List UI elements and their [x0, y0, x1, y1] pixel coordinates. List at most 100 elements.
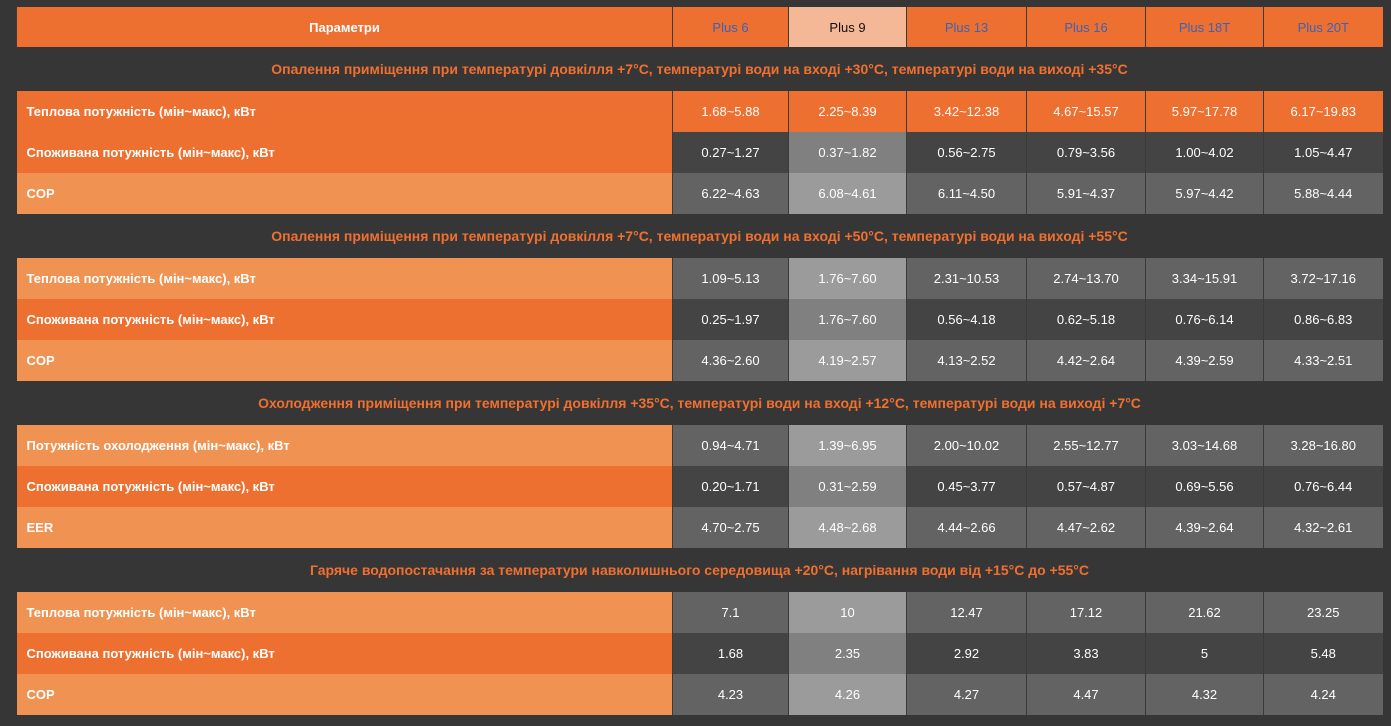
row-label: COP [16, 340, 673, 381]
value-cell: 10 [788, 592, 907, 633]
row-label: COP [16, 674, 673, 715]
row-label: COP [16, 173, 673, 214]
table-row: Теплова потужність (мін~макс), кВт 1.09~5… [16, 258, 1383, 299]
value-cell: 6.11~4.50 [906, 173, 1027, 214]
section-title: Опалення приміщення при температурі довк… [16, 47, 1383, 91]
header-model-plus-18t[interactable]: Plus 18T [1145, 7, 1264, 47]
value-cell: 4.33~2.51 [1263, 340, 1383, 381]
value-cell: 6.08~4.61 [788, 173, 907, 214]
value-cell: 2.31~10.53 [906, 258, 1027, 299]
row-label: Потужність охолодження (мін~макс), кВт [16, 425, 673, 466]
value-cell: 0.45~3.77 [906, 466, 1027, 507]
value-cell: 4.39~2.64 [1145, 507, 1264, 548]
section-header: Опалення приміщення при температурі довк… [16, 214, 1383, 258]
value-cell: 1.76~7.60 [788, 258, 907, 299]
row-label: Споживана потужність (мін~макс), кВт [16, 466, 673, 507]
value-cell: 0.27~1.27 [672, 132, 789, 173]
value-cell: 4.23 [672, 674, 789, 715]
section-title: Охолодження приміщення при температурі д… [16, 381, 1383, 425]
value-cell: 21.62 [1145, 592, 1264, 633]
table-row: Теплова потужність (мін~макс), кВт 1.68~5… [16, 91, 1383, 132]
table-row: Споживана потужність (мін~макс), кВт 0.20… [16, 466, 1383, 507]
header-model-plus-6[interactable]: Plus 6 [672, 7, 789, 47]
value-cell: 0.37~1.82 [788, 132, 907, 173]
row-label: Споживана потужність (мін~макс), кВт [16, 132, 673, 173]
row-label: Споживана потужність (мін~макс), кВт [16, 299, 673, 340]
value-cell: 0.25~1.97 [672, 299, 789, 340]
value-cell: 0.62~5.18 [1026, 299, 1146, 340]
value-cell: 5.91~4.37 [1026, 173, 1146, 214]
value-cell: 3.83 [1026, 633, 1146, 674]
table-row: EER 4.70~2.75 4.48~2.68 4.44~2.66 4.47~2.62 4… [16, 507, 1383, 548]
value-cell: 4.44~2.66 [906, 507, 1027, 548]
row-label: Теплова потужність (мін~макс), кВт [16, 91, 673, 132]
value-cell: 0.79~3.56 [1026, 132, 1146, 173]
section-header: Опалення приміщення при температурі довк… [16, 47, 1383, 91]
value-cell: 1.09~5.13 [672, 258, 789, 299]
value-cell: 5.97~17.78 [1145, 91, 1264, 132]
value-cell: 4.27 [906, 674, 1027, 715]
row-label: Споживана потужність (мін~макс), кВт [16, 633, 673, 674]
value-cell: 4.42~2.64 [1026, 340, 1146, 381]
table-row: Споживана потужність (мін~макс), кВт 0.25… [16, 299, 1383, 340]
header-model-plus-16[interactable]: Plus 16 [1026, 7, 1146, 47]
value-cell: 2.55~12.77 [1026, 425, 1146, 466]
table-row: COP 4.36~2.60 4.19~2.57 4.13~2.52 4.42~2.64 4… [16, 340, 1383, 381]
section-header: Гаряче водопостачання за температури нав… [16, 548, 1383, 592]
header-model-plus-13[interactable]: Plus 13 [906, 7, 1027, 47]
row-label: Теплова потужність (мін~макс), кВт [16, 258, 673, 299]
value-cell: 4.70~2.75 [672, 507, 789, 548]
section-title: Гаряче водопостачання за температури нав… [16, 548, 1383, 592]
value-cell: 0.76~6.14 [1145, 299, 1264, 340]
row-label: EER [16, 507, 673, 548]
value-cell: 4.32 [1145, 674, 1264, 715]
value-cell: 1.00~4.02 [1145, 132, 1264, 173]
specs-table: Параметри Plus 6 Plus 9 Plus 13 Plus 16 Plus… [16, 7, 1383, 715]
value-cell: 4.67~15.57 [1026, 91, 1146, 132]
header-parameters: Параметри [16, 7, 673, 47]
table-row: COP 4.23 4.26 4.27 4.47 4.32 4.24 [16, 674, 1383, 715]
value-cell: 5.48 [1263, 633, 1383, 674]
value-cell: 1.68 [672, 633, 789, 674]
row-label: Теплова потужність (мін~макс), кВт [16, 592, 673, 633]
header-row: Параметри Plus 6 Plus 9 Plus 13 Plus 16 Plus… [16, 7, 1383, 47]
value-cell: 5.88~4.44 [1263, 173, 1383, 214]
value-cell: 4.19~2.57 [788, 340, 907, 381]
value-cell: 2.74~13.70 [1026, 258, 1146, 299]
value-cell: 2.92 [906, 633, 1027, 674]
value-cell: 1.68~5.88 [672, 91, 789, 132]
value-cell: 3.28~16.80 [1263, 425, 1383, 466]
value-cell: 4.24 [1263, 674, 1383, 715]
value-cell: 4.47 [1026, 674, 1146, 715]
value-cell: 2.00~10.02 [906, 425, 1027, 466]
header-model-plus-9[interactable]: Plus 9 [788, 7, 907, 47]
value-cell: 2.35 [788, 633, 907, 674]
value-cell: 7.1 [672, 592, 789, 633]
value-cell: 0.76~6.44 [1263, 466, 1383, 507]
table-row: Споживана потужність (мін~макс), кВт 1.68… [16, 633, 1383, 674]
value-cell: 0.94~4.71 [672, 425, 789, 466]
section-title: Опалення приміщення при температурі довк… [16, 214, 1383, 258]
value-cell: 1.39~6.95 [788, 425, 907, 466]
value-cell: 1.05~4.47 [1263, 132, 1383, 173]
value-cell: 4.47~2.62 [1026, 507, 1146, 548]
value-cell: 3.34~15.91 [1145, 258, 1264, 299]
value-cell: 3.42~12.38 [906, 91, 1027, 132]
table-row: COP 6.22~4.63 6.08~4.61 6.11~4.50 5.91~4.37 5… [16, 173, 1383, 214]
value-cell: 3.03~14.68 [1145, 425, 1264, 466]
table-row: Теплова потужність (мін~макс), кВт 7.1 10 1… [16, 592, 1383, 633]
value-cell: 6.17~19.83 [1263, 91, 1383, 132]
section-header: Охолодження приміщення при температурі д… [16, 381, 1383, 425]
value-cell: 0.20~1.71 [672, 466, 789, 507]
value-cell: 5 [1145, 633, 1264, 674]
value-cell: 4.39~2.59 [1145, 340, 1264, 381]
value-cell: 4.32~2.61 [1263, 507, 1383, 548]
value-cell: 3.72~17.16 [1263, 258, 1383, 299]
value-cell: 0.69~5.56 [1145, 466, 1264, 507]
header-model-plus-20t[interactable]: Plus 20T [1263, 7, 1383, 47]
value-cell: 0.56~2.75 [906, 132, 1027, 173]
table-row: Потужність охолодження (мін~макс), кВт 0.… [16, 425, 1383, 466]
value-cell: 12.47 [906, 592, 1027, 633]
value-cell: 4.48~2.68 [788, 507, 907, 548]
table-row: Споживана потужність (мін~макс), кВт 0.27… [16, 132, 1383, 173]
